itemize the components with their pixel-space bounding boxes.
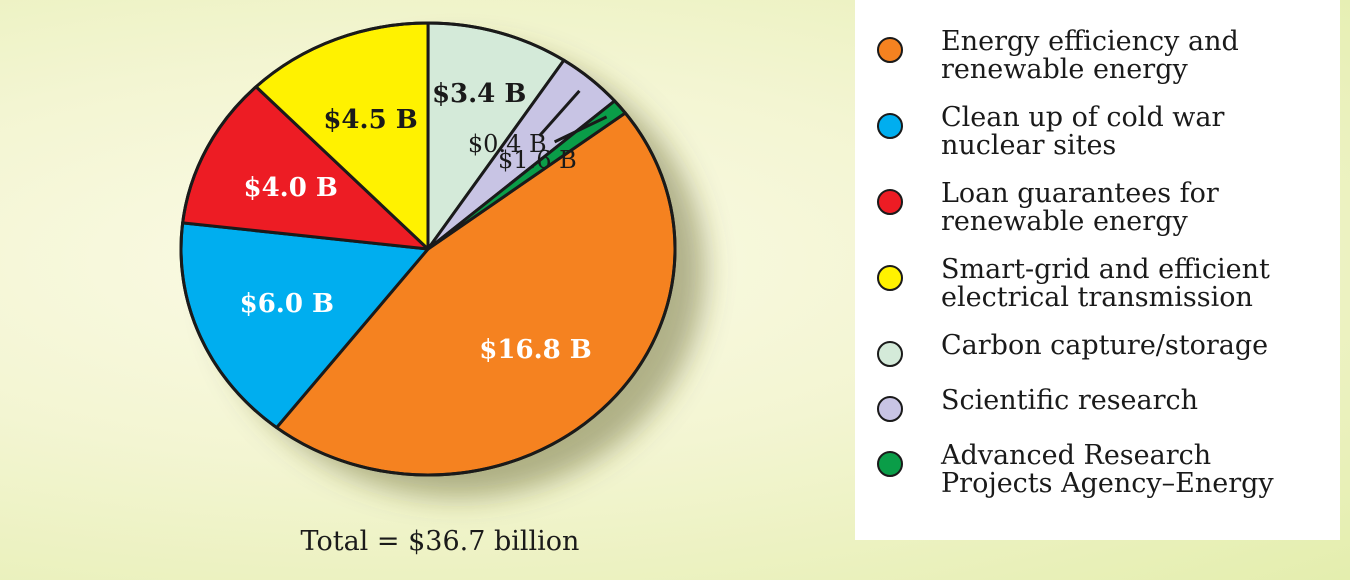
slice-label-3: $4.5 B <box>323 105 417 135</box>
slice-label-2: $4.0 B <box>243 173 337 203</box>
legend-swatch-2 <box>877 189 903 215</box>
legend: Energy efficiency and renewable energy Cl… <box>855 0 1340 540</box>
pie-chart: $16.8 B $6.0 B $4.0 B $4.5 B $3.4 B $1.6 B$0.… <box>179 21 705 557</box>
legend-item-5: Scientific research <box>877 387 1340 422</box>
total-label: Total = $36.7 billion <box>301 526 580 557</box>
legend-swatch-6 <box>877 451 903 477</box>
legend-label-5: Scientific research <box>941 385 1199 416</box>
legend-item-6: Advanced Research Projects Agency–Energy <box>877 442 1340 498</box>
slice-label-4: $3.4 B <box>432 79 526 109</box>
leader-lines <box>538 89 608 144</box>
legend-label-6: Advanced Research Projects Agency–Energy <box>941 440 1274 499</box>
legend-label-1: Clean up of cold war nuclear sites <box>941 102 1225 161</box>
legend-swatch-0 <box>877 37 903 63</box>
legend-swatch-5 <box>877 396 903 422</box>
legend-item-0: Energy efficiency and renewable energy <box>877 28 1340 84</box>
slice-label-6: $0.4 B <box>468 130 547 158</box>
legend-label-3: Smart-grid and efficient electrical tran… <box>941 254 1270 313</box>
legend-item-4: Carbon capture/storage <box>877 332 1340 367</box>
legend-item-2: Loan guarantees for renewable energy <box>877 180 1340 236</box>
legend-swatch-4 <box>877 341 903 367</box>
legend-label-4: Carbon capture/storage <box>941 330 1269 361</box>
slice-label-0: $16.8 B <box>479 335 591 365</box>
legend-label-0: Energy efficiency and renewable energy <box>941 26 1239 85</box>
legend-swatch-1 <box>877 113 903 139</box>
pie-outline <box>179 21 677 477</box>
leader-line-6 <box>553 115 608 144</box>
legend-item-3: Smart-grid and efficient electrical tran… <box>877 256 1340 312</box>
slice-label-5: $1.6 B <box>498 146 577 174</box>
pie-slices <box>179 21 677 477</box>
slice-label-1: $6.0 B <box>240 289 334 319</box>
legend-label-2: Loan guarantees for renewable energy <box>941 178 1219 237</box>
leader-line-5 <box>538 89 581 137</box>
legend-swatch-3 <box>877 265 903 291</box>
slice-labels: $16.8 B $6.0 B $4.0 B $4.5 B $3.4 B $1.6 B$0.… <box>240 79 592 365</box>
legend-item-1: Clean up of cold war nuclear sites <box>877 104 1340 160</box>
